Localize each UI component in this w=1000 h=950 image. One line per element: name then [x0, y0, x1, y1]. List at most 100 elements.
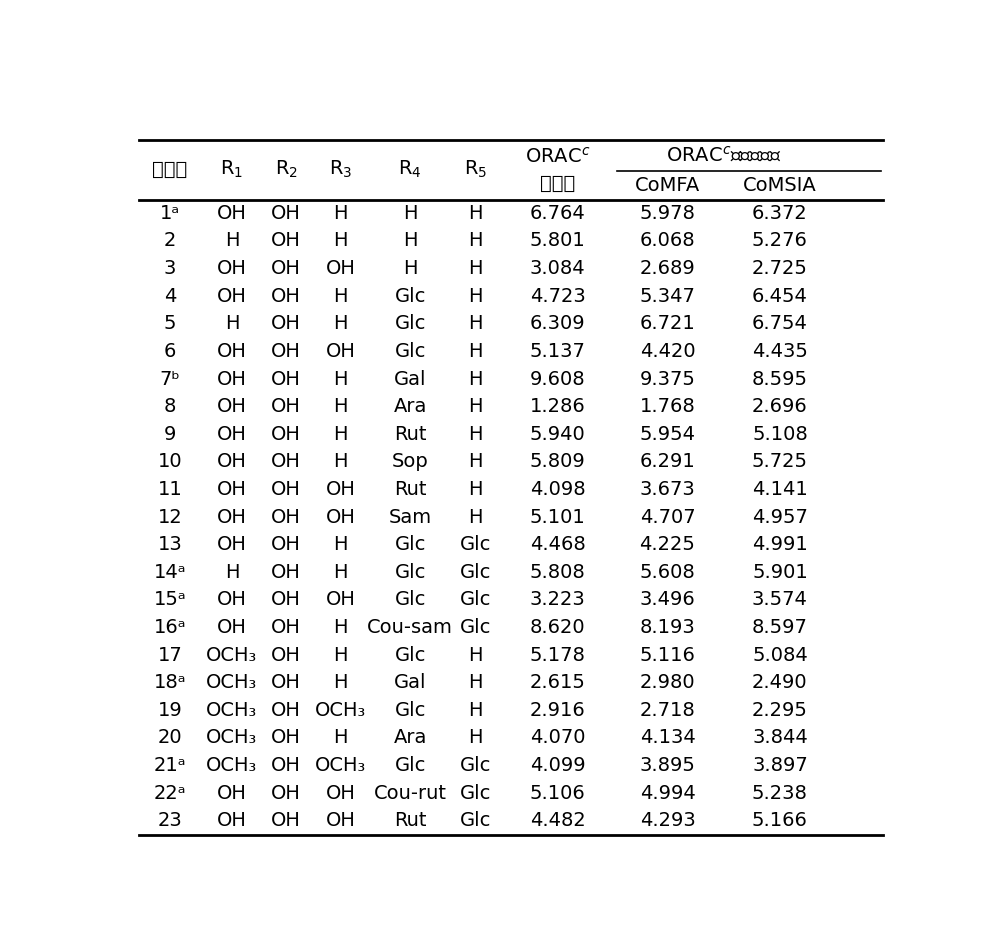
- Text: H: H: [333, 562, 348, 581]
- Text: H: H: [225, 562, 239, 581]
- Text: OH: OH: [217, 425, 247, 444]
- Text: H: H: [333, 232, 348, 251]
- Text: OH: OH: [217, 287, 247, 306]
- Text: Glc: Glc: [460, 618, 491, 637]
- Text: Sop: Sop: [392, 452, 429, 471]
- Text: OH: OH: [217, 507, 247, 526]
- Text: OH: OH: [217, 811, 247, 830]
- Text: Cou-sam: Cou-sam: [367, 618, 453, 637]
- Text: 4.141: 4.141: [752, 480, 808, 499]
- Text: H: H: [468, 397, 483, 416]
- Text: 6.764: 6.764: [530, 204, 585, 223]
- Text: OH: OH: [326, 259, 355, 278]
- Text: Glc: Glc: [460, 590, 491, 609]
- Text: 4: 4: [164, 287, 176, 306]
- Text: H: H: [333, 204, 348, 223]
- Text: 5.940: 5.940: [530, 425, 585, 444]
- Text: OH: OH: [271, 480, 301, 499]
- Text: 5.809: 5.809: [530, 452, 585, 471]
- Text: OH: OH: [271, 287, 301, 306]
- Text: 1.286: 1.286: [530, 397, 585, 416]
- Text: OH: OH: [217, 259, 247, 278]
- Text: H: H: [225, 232, 239, 251]
- Text: 3.084: 3.084: [530, 259, 585, 278]
- Text: 2.490: 2.490: [752, 674, 808, 693]
- Text: H: H: [468, 232, 483, 251]
- Text: OH: OH: [326, 784, 355, 803]
- Text: 6.754: 6.754: [752, 314, 808, 333]
- Text: 5.978: 5.978: [640, 204, 695, 223]
- Text: OH: OH: [271, 701, 301, 720]
- Text: OCH₃: OCH₃: [206, 674, 258, 693]
- Text: OH: OH: [217, 618, 247, 637]
- Text: 2.689: 2.689: [640, 259, 695, 278]
- Text: 2.980: 2.980: [640, 674, 695, 693]
- Text: OH: OH: [326, 342, 355, 361]
- Text: 4.991: 4.991: [752, 535, 808, 554]
- Text: 3.673: 3.673: [640, 480, 695, 499]
- Text: H: H: [403, 204, 417, 223]
- Text: OCH₃: OCH₃: [206, 701, 258, 720]
- Text: 3.895: 3.895: [640, 756, 695, 775]
- Text: Glc: Glc: [395, 535, 426, 554]
- Text: Glc: Glc: [395, 646, 426, 665]
- Text: 2: 2: [164, 232, 176, 251]
- Text: 5.116: 5.116: [640, 646, 695, 665]
- Text: 15ᵃ: 15ᵃ: [154, 590, 186, 609]
- Text: 2.916: 2.916: [530, 701, 585, 720]
- Text: OH: OH: [271, 314, 301, 333]
- Text: 3.223: 3.223: [530, 590, 585, 609]
- Text: Glc: Glc: [460, 562, 491, 581]
- Text: H: H: [468, 287, 483, 306]
- Text: 4.482: 4.482: [530, 811, 585, 830]
- Text: H: H: [333, 729, 348, 748]
- Text: H: H: [333, 452, 348, 471]
- Text: Glc: Glc: [395, 287, 426, 306]
- Text: 8.620: 8.620: [530, 618, 585, 637]
- Text: 6: 6: [164, 342, 176, 361]
- Text: 4.134: 4.134: [640, 729, 695, 748]
- Text: 9: 9: [164, 425, 176, 444]
- Text: OH: OH: [271, 452, 301, 471]
- Text: 5.084: 5.084: [752, 646, 808, 665]
- Text: 19: 19: [158, 701, 182, 720]
- Text: 11: 11: [158, 480, 182, 499]
- Text: Glc: Glc: [395, 342, 426, 361]
- Text: OH: OH: [271, 811, 301, 830]
- Text: 5.808: 5.808: [530, 562, 585, 581]
- Text: 5.106: 5.106: [530, 784, 585, 803]
- Text: Ara: Ara: [394, 729, 427, 748]
- Text: H: H: [333, 646, 348, 665]
- Text: 9.608: 9.608: [530, 370, 585, 389]
- Text: Glc: Glc: [395, 314, 426, 333]
- Text: OH: OH: [271, 232, 301, 251]
- Text: OH: OH: [271, 204, 301, 223]
- Text: 4.707: 4.707: [640, 507, 695, 526]
- Text: H: H: [468, 507, 483, 526]
- Text: OH: OH: [271, 397, 301, 416]
- Text: H: H: [225, 314, 239, 333]
- Text: 5.166: 5.166: [752, 811, 808, 830]
- Text: Cou-rut: Cou-rut: [374, 784, 447, 803]
- Text: 5.801: 5.801: [530, 232, 585, 251]
- Text: OH: OH: [271, 370, 301, 389]
- Text: 4.994: 4.994: [640, 784, 695, 803]
- Text: 7ᵇ: 7ᵇ: [160, 370, 180, 389]
- Text: 8.595: 8.595: [752, 370, 808, 389]
- Text: 4.435: 4.435: [752, 342, 808, 361]
- Text: 2.696: 2.696: [752, 397, 808, 416]
- Text: OCH₃: OCH₃: [206, 729, 258, 748]
- Text: H: H: [468, 314, 483, 333]
- Text: 6.372: 6.372: [752, 204, 808, 223]
- Text: OCH₃: OCH₃: [315, 756, 366, 775]
- Text: 4.957: 4.957: [752, 507, 808, 526]
- Text: 4.420: 4.420: [640, 342, 695, 361]
- Text: Rut: Rut: [394, 811, 426, 830]
- Text: OH: OH: [217, 535, 247, 554]
- Text: R$_5$: R$_5$: [464, 159, 487, 180]
- Text: Glc: Glc: [460, 784, 491, 803]
- Text: OH: OH: [271, 425, 301, 444]
- Text: 5.178: 5.178: [530, 646, 585, 665]
- Text: Glc: Glc: [460, 811, 491, 830]
- Text: 4.225: 4.225: [640, 535, 695, 554]
